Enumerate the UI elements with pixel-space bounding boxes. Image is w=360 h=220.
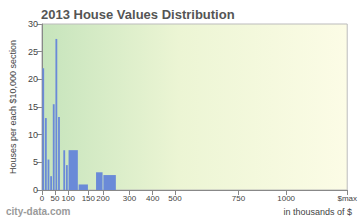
svg-text:2013 House Values Distribution: 2013 House Values Distribution (41, 7, 235, 22)
svg-text:100: 100 (61, 194, 75, 203)
svg-text:0: 0 (40, 194, 45, 203)
svg-text:0: 0 (33, 185, 38, 195)
svg-text:500: 500 (168, 194, 182, 203)
svg-text:200: 200 (96, 194, 110, 203)
svg-text:10: 10 (28, 130, 38, 140)
svg-text:20: 20 (28, 74, 38, 84)
svg-text:city-data.com: city-data.com (6, 206, 71, 217)
svg-text:750: 750 (232, 194, 246, 203)
svg-text:30: 30 (28, 19, 38, 29)
svg-text:in thousands of $: in thousands of $ (283, 207, 352, 217)
svg-text:15: 15 (28, 102, 38, 112)
svg-text:25: 25 (28, 47, 38, 57)
svg-text:400: 400 (146, 194, 160, 203)
svg-text:$max: $max (337, 194, 357, 203)
svg-text:5: 5 (33, 157, 38, 167)
svg-text:1000: 1000 (277, 194, 295, 203)
svg-text:300: 300 (123, 194, 137, 203)
svg-text:150: 150 (82, 194, 96, 203)
svg-text:Houses per each $10,000 sectio: Houses per each $10,000 section (8, 40, 18, 174)
svg-text:50: 50 (51, 194, 60, 203)
